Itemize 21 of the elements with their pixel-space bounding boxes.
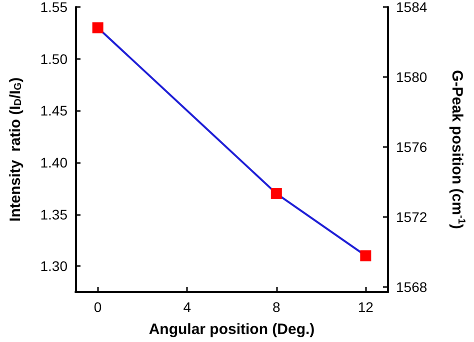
point — [270, 188, 282, 200]
y-tick-label: 1.55 — [40, 0, 68, 15]
y-tick-label: 1.35 — [40, 206, 68, 222]
x-tick-label: 12 — [358, 299, 374, 315]
y2-axis-title: G-Peak position (cm-1) — [448, 70, 466, 229]
y2-tick-label: 1584 — [396, 0, 428, 15]
y2-tick-label: 1572 — [396, 208, 428, 225]
x-tick-label: 0 — [94, 299, 102, 315]
x-axis-title: Angular position (Deg.) — [148, 321, 315, 338]
y-tick-label: 1.40 — [40, 154, 68, 170]
x-tick-label: 8 — [272, 299, 280, 315]
y2-tick-label: 1576 — [396, 138, 428, 155]
x-tick-label: 4 — [183, 299, 192, 315]
point — [360, 250, 372, 262]
y2-tick-label: 1580 — [396, 68, 428, 85]
point — [92, 22, 104, 34]
y-tick-label: 1.30 — [40, 258, 68, 274]
y-tick-label: 1.45 — [40, 102, 68, 119]
y-tick-label: 1.50 — [40, 50, 68, 67]
y-axis-title: Intensity ratio (ID/IG) — [7, 77, 24, 222]
y2-tick-label: 1568 — [396, 278, 428, 295]
